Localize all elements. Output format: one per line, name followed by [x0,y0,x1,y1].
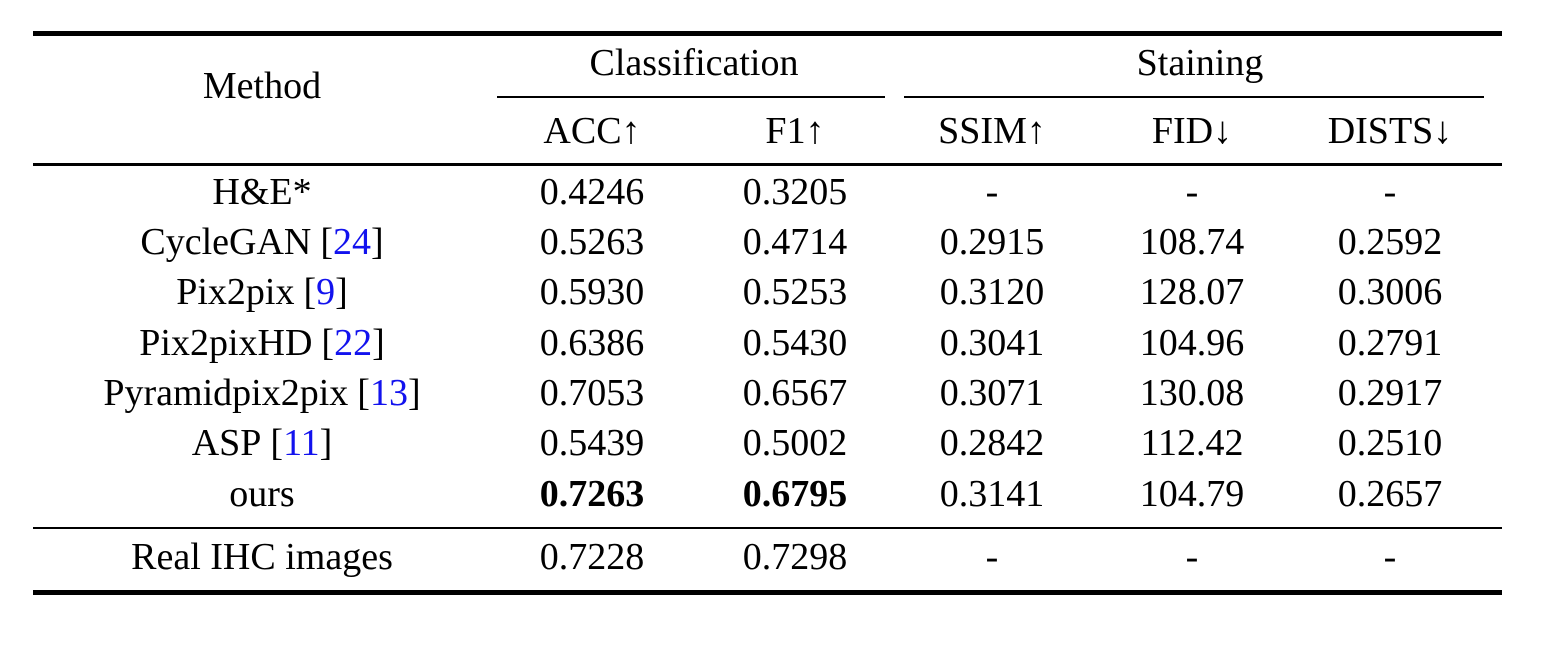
citation-bracket-close: ] [319,422,333,464]
staining-cmidrule [904,96,1484,98]
bottom-rule [33,590,1502,595]
method-cell: Pix2pixHD [22] [139,324,384,362]
classification-cmidrule [497,96,885,98]
value-cell: 0.5439 [539,422,645,464]
value-cell: 0.2592 [1337,221,1443,263]
citation: [22] [321,322,384,364]
method-cell: Pyramidpix2pix [13] [103,374,420,412]
value-cell: 0.5930 [539,271,645,313]
citation: [11] [270,422,332,464]
citation-link[interactable]: 9 [316,271,336,313]
citation-bracket-close: ] [372,322,385,364]
value-cell: 0.3041 [939,322,1045,364]
citation-bracket-close: ] [370,221,384,263]
value-cell: 0.6795 [742,473,848,515]
method-name: ASP [191,422,262,464]
method-name: Real IHC images [131,536,393,578]
column-header-method: Method [202,65,322,107]
citation: [13] [357,372,420,414]
value-cell: 0.5263 [539,221,645,263]
method-name: Pyramidpix2pix [103,372,349,414]
method-name: Pix2pix [176,271,295,313]
citation-bracket-open: [ [321,322,335,364]
column-header-fid: FID↓ [1151,110,1233,152]
value-cell: 0.3006 [1337,271,1443,313]
value-cell: 0.6386 [539,322,645,364]
value-cell: - [985,536,999,578]
citation-bracket-open: [ [320,221,333,263]
value-cell: 0.7298 [742,536,848,578]
method-name: Pix2pixHD [139,322,313,364]
citation-bracket-open: [ [303,271,317,313]
citation: [9] [303,271,347,313]
value-cell: 0.7263 [539,473,645,515]
value-cell: 0.2510 [1337,422,1443,464]
citation: [24] [320,221,383,263]
citation-link[interactable]: 24 [332,221,371,263]
method-name: CycleGAN [140,221,312,263]
value-cell: 112.42 [1140,422,1244,464]
citation-bracket-close: ] [407,372,421,414]
value-cell: 0.3071 [939,372,1045,414]
value-cell: 104.96 [1139,322,1245,364]
citation-bracket-open: [ [357,372,370,414]
group-header-staining: Staining [1136,42,1264,84]
value-cell: - [1383,171,1397,213]
citation-bracket-open: [ [270,422,284,464]
citation-link[interactable]: 22 [334,322,373,364]
value-cell: 0.2657 [1337,473,1443,515]
value-cell: 0.3141 [939,473,1045,515]
value-cell: 104.79 [1139,473,1245,515]
header-rule [33,163,1502,166]
column-header-acc: ACC↑ [543,110,641,152]
method-cell: Real IHC images [131,538,393,576]
value-cell: 0.2842 [939,422,1045,464]
value-cell: 130.08 [1139,372,1245,414]
column-header-f1: F1↑ [765,110,825,152]
value-cell: - [985,171,999,213]
column-header-dists: DISTS↓ [1327,110,1453,152]
method-cell: CycleGAN [24] [140,223,383,261]
value-cell: 0.3205 [742,171,848,213]
method-cell: Pix2pix [9] [176,273,348,311]
value-cell: 0.5253 [742,271,848,313]
citation-bracket-close: ] [335,271,348,313]
value-cell: 0.7053 [539,372,645,414]
value-cell: - [1185,536,1199,578]
value-cell: 0.4714 [742,221,848,263]
citation-link[interactable]: 11 [283,422,320,464]
group-header-classification: Classification [589,42,799,84]
value-cell: - [1185,171,1199,213]
value-cell: 0.3120 [939,271,1045,313]
top-rule [33,31,1502,36]
value-cell: 108.74 [1139,221,1245,263]
section-rule [33,527,1502,529]
value-cell: 0.7228 [539,536,645,578]
value-cell: 0.2915 [939,221,1045,263]
value-cell: 0.5430 [742,322,848,364]
citation-link[interactable]: 13 [369,372,408,414]
value-cell: 0.2791 [1337,322,1443,364]
value-cell: 0.6567 [742,372,848,414]
method-name: ours [229,473,295,515]
method-cell: H&E* [212,173,311,211]
method-name: H&E* [212,171,312,213]
value-cell: 128.07 [1139,271,1245,313]
value-cell: 0.2917 [1337,372,1443,414]
column-header-ssim: SSIM↑ [938,110,1046,152]
method-cell: ASP [11] [192,424,333,462]
value-cell: - [1383,536,1397,578]
value-cell: 0.4246 [539,171,645,213]
method-cell: ours [229,475,294,513]
value-cell: 0.5002 [742,422,848,464]
